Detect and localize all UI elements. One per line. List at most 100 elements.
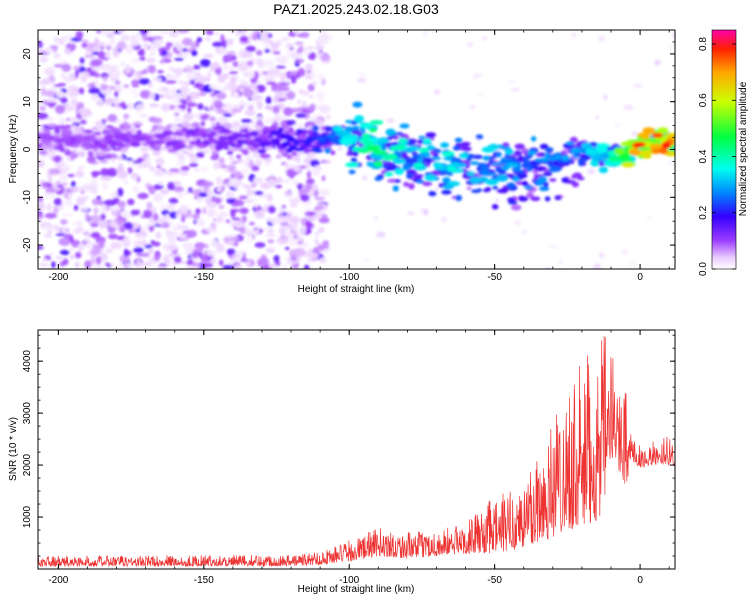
spectrogram-cell <box>228 237 240 241</box>
spectrogram-cell <box>273 178 283 184</box>
snr-ytick-label: 1000 <box>22 505 33 528</box>
spectrogram-cell <box>204 36 212 42</box>
spectrogram-cell <box>101 30 111 36</box>
spectrogram-cell <box>174 57 185 61</box>
spectrogram-cell <box>271 42 279 50</box>
spectrogram-cell <box>237 63 247 68</box>
spectrogram-cell <box>319 257 327 264</box>
spectrogram-cell <box>321 175 326 182</box>
spectrogram-cell <box>149 45 157 54</box>
spectrogram-cell <box>578 160 584 167</box>
spectrogram-cell <box>125 157 134 161</box>
spectrogram-cell <box>246 235 254 244</box>
spectrogram-cell <box>114 100 119 110</box>
spectrogram-cell <box>278 207 288 213</box>
spectrogram-cell <box>159 188 170 195</box>
spectrogram-cell <box>537 176 548 183</box>
spectrogram-cell <box>416 179 425 184</box>
spectrogram-cell <box>310 81 318 86</box>
spectrogram-cell <box>62 213 74 217</box>
spectrogram-cell <box>189 162 199 168</box>
spectrogram-cell <box>231 160 239 165</box>
spectrogram-cell <box>107 114 118 122</box>
spectrogram-cell <box>302 47 312 55</box>
spectrogram-cell <box>597 161 606 167</box>
spectrogram-cell <box>352 101 363 108</box>
spectrogram-cell <box>128 127 137 133</box>
spectrogram-cell <box>305 107 316 111</box>
spectrogram-cell <box>192 213 201 220</box>
spectrogram-cell <box>481 146 495 153</box>
spectrogram-cell <box>60 97 68 104</box>
spectrogram-cell <box>187 153 197 158</box>
spectrogram-cell <box>421 157 430 163</box>
spectrogram-cell <box>56 90 64 99</box>
spectrogram-cell <box>424 174 437 182</box>
colorbar-ticks: 0.0 0.2 0.4 0.6 0.8 <box>698 37 736 276</box>
spectrogram-cell <box>571 32 577 38</box>
snr-frame <box>37 329 676 570</box>
spectrogram-cell <box>300 194 310 202</box>
spectrogram-cell <box>284 246 290 251</box>
spectrogram-cell <box>38 101 45 107</box>
spectrogram-cell <box>44 233 52 238</box>
spectrogram-cell <box>119 61 126 67</box>
spectrogram-cell <box>265 96 272 104</box>
spectrogram-cell <box>227 151 233 155</box>
spectrogram-cell <box>294 247 306 257</box>
spectrogram-cell <box>322 160 332 164</box>
spectrogram-cell <box>168 104 175 111</box>
spectrogram-cell <box>234 264 243 269</box>
spectrogram-cell <box>324 147 332 154</box>
spectrogram-cell <box>462 146 472 152</box>
spectrogram-cell <box>51 261 56 269</box>
spectrogram-cell <box>184 65 193 74</box>
colorbar-tick-label: 0.8 <box>698 37 709 51</box>
spectrogram-ytick-label: -20 <box>22 237 33 252</box>
spectrogram-cell <box>217 117 228 123</box>
spectrogram-cell <box>60 132 71 138</box>
spectrogram-cell <box>114 90 119 98</box>
spectrogram-ytick-label: 0 <box>22 146 33 152</box>
spectrogram-cell <box>406 146 420 151</box>
spectrogram-cell <box>598 252 605 259</box>
spectrogram-cell <box>119 147 128 153</box>
spectrogram-cell <box>380 145 387 151</box>
spectrogram-cell <box>97 50 106 60</box>
spectrogram-cell <box>244 109 255 117</box>
spectrogram-cell <box>286 136 296 142</box>
spectrogram-cell <box>92 45 100 52</box>
spectrogram-cell <box>303 141 310 146</box>
spectrogram-cell <box>406 172 414 180</box>
spectrogram-cell <box>667 159 674 166</box>
spectrogram-cell <box>240 167 250 176</box>
spectrogram-cell <box>222 264 235 269</box>
spectrogram-cell <box>95 256 102 265</box>
spectrogram-cell <box>317 41 322 51</box>
spectrogram-cell <box>614 147 625 155</box>
colorbar-tick-label: 0.2 <box>698 205 709 219</box>
spectrogram-cell <box>374 137 389 144</box>
spectrogram-cell <box>154 39 159 48</box>
spectrogram-cell <box>93 131 102 136</box>
spectrogram-cell <box>318 217 330 224</box>
spectrogram-cell <box>149 166 155 172</box>
spectrogram-cell <box>629 148 641 156</box>
spectrogram-cell <box>249 83 257 89</box>
spectrogram-cell <box>49 86 58 92</box>
spectrogram-cell <box>251 165 260 172</box>
spectrogram-cell <box>100 63 112 71</box>
spectrogram-cell <box>545 147 554 153</box>
spectrogram-cell <box>213 210 218 217</box>
spectrogram-cell <box>106 91 112 96</box>
spectrogram-cell <box>148 217 155 224</box>
spectrogram-cell <box>522 159 531 166</box>
spectrogram-cell <box>178 80 186 85</box>
spectrogram-cell <box>199 58 211 68</box>
spectrogram-cell <box>257 69 265 78</box>
spectrogram-cell <box>69 186 82 192</box>
spectrogram-cell <box>239 226 245 235</box>
spectrogram-cell <box>359 122 373 129</box>
spectrogram-cell <box>239 79 246 85</box>
spectrogram-cell <box>247 140 255 145</box>
